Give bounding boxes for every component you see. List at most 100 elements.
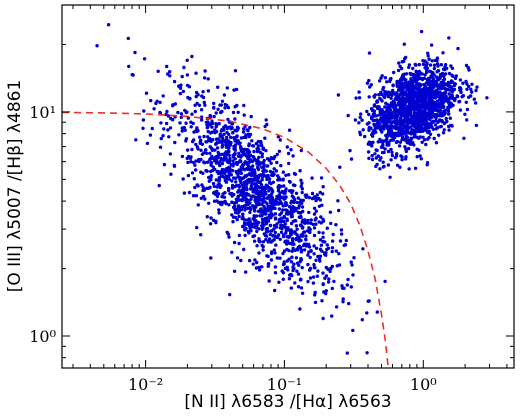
data-point — [338, 165, 342, 169]
data-point — [215, 199, 219, 203]
data-point — [421, 104, 425, 109]
data-point — [442, 128, 446, 132]
data-point — [415, 155, 419, 159]
data-point — [415, 147, 419, 151]
data-point — [415, 105, 420, 109]
data-point — [403, 145, 407, 149]
data-point — [300, 291, 305, 295]
data-point — [400, 88, 405, 92]
data-point — [422, 98, 427, 102]
data-point — [428, 123, 432, 127]
data-point — [214, 111, 218, 115]
data-point — [266, 254, 270, 259]
data-point — [378, 117, 383, 122]
data-point — [253, 170, 257, 174]
data-point — [360, 318, 364, 322]
data-point — [368, 85, 372, 89]
data-point — [244, 174, 248, 178]
data-point — [381, 160, 385, 164]
data-point — [409, 118, 413, 122]
data-point — [320, 249, 324, 253]
data-point — [382, 120, 386, 124]
data-point — [469, 87, 473, 92]
data-point — [387, 117, 391, 121]
data-point — [253, 176, 257, 180]
data-point — [291, 183, 296, 187]
data-point — [277, 149, 282, 153]
data-point — [422, 118, 426, 123]
data-point — [425, 69, 429, 73]
data-point — [158, 110, 162, 115]
data-point — [326, 280, 331, 284]
data-point — [289, 214, 294, 219]
data-point — [327, 277, 331, 281]
data-point — [292, 266, 296, 271]
data-point — [407, 167, 411, 171]
data-point — [306, 279, 310, 284]
data-point — [269, 229, 273, 233]
data-point — [402, 83, 406, 87]
data-point — [309, 221, 313, 225]
data-point — [207, 175, 211, 180]
data-point — [257, 220, 261, 225]
data-point — [438, 114, 442, 118]
data-point — [450, 73, 454, 77]
data-point — [299, 199, 304, 204]
data-point — [366, 299, 370, 303]
data-point — [238, 159, 242, 163]
data-point — [207, 179, 211, 183]
data-point — [212, 101, 216, 106]
data-point — [385, 143, 389, 147]
data-point — [389, 158, 393, 162]
data-point — [419, 113, 423, 118]
data-point — [433, 104, 437, 109]
data-point — [269, 251, 274, 256]
data-point — [180, 154, 185, 159]
data-point — [380, 150, 385, 155]
data-point — [299, 286, 304, 290]
data-point — [378, 158, 382, 162]
data-point — [288, 180, 292, 184]
data-point — [397, 144, 402, 148]
data-point — [226, 139, 231, 143]
data-point — [304, 195, 308, 199]
data-point — [312, 206, 317, 210]
data-point — [236, 171, 241, 176]
data-point — [373, 125, 377, 129]
data-point — [231, 220, 235, 224]
data-point — [261, 146, 266, 150]
data-point — [241, 212, 245, 216]
data-point — [338, 239, 343, 243]
data-point — [292, 197, 297, 202]
data-point — [312, 226, 317, 230]
data-point — [307, 195, 311, 200]
data-point — [203, 69, 207, 73]
data-point — [199, 148, 203, 152]
data-point — [223, 124, 228, 128]
data-point — [405, 135, 410, 140]
data-point — [260, 155, 264, 159]
y-tick-label: 10⁰ — [29, 327, 56, 346]
data-point — [262, 186, 266, 190]
data-point — [242, 148, 246, 152]
data-point — [399, 99, 403, 104]
data-point — [459, 87, 463, 92]
data-point — [191, 194, 196, 198]
data-point — [308, 266, 313, 271]
data-point — [443, 62, 448, 67]
data-point — [314, 222, 318, 226]
data-point — [253, 205, 257, 210]
data-point — [244, 270, 248, 274]
data-point — [249, 222, 253, 226]
data-point — [209, 169, 213, 174]
data-point — [339, 228, 344, 232]
data-point — [334, 249, 338, 253]
data-point — [282, 262, 286, 266]
data-point — [251, 190, 255, 194]
data-point — [462, 136, 466, 140]
data-point — [407, 121, 411, 126]
data-point — [252, 214, 256, 218]
data-point — [373, 152, 377, 156]
data-point — [273, 230, 277, 235]
